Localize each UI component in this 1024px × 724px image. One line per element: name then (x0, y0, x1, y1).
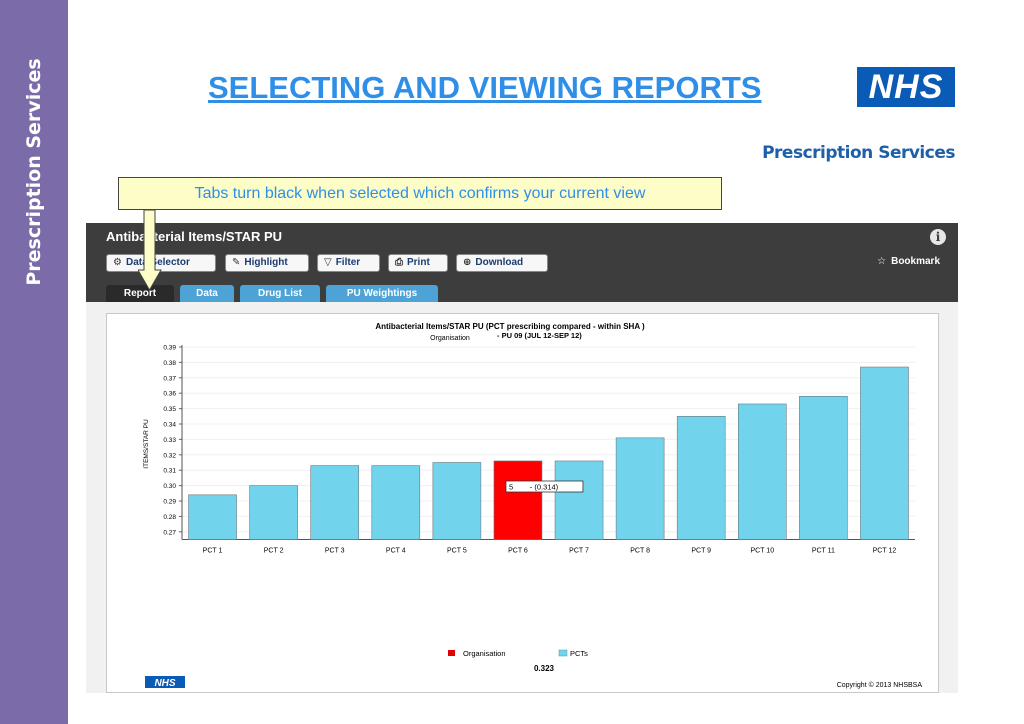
print-label: Print (407, 257, 430, 268)
legend-swatch-pcts (558, 649, 568, 657)
download-label: Download (475, 257, 524, 268)
y-tick-label: 0.30 (163, 483, 176, 490)
chart-subtitle-right: - PU 09 (JUL 12-SEP 12) (497, 331, 582, 340)
gear-icon: ⚙ (113, 257, 122, 268)
x-tick-label: PCT 11 (812, 548, 835, 555)
print-button[interactable]: ⎙ Print (388, 254, 448, 272)
report-title: Antibacterial Items/STAR PU (106, 229, 283, 244)
y-tick-label: 0.35 (163, 406, 176, 413)
tab-pu-weightings[interactable]: PU Weightings (326, 285, 438, 302)
star-icon: ☆ (877, 256, 887, 267)
y-tick-label: 0.27 (163, 529, 176, 536)
page-title: SELECTING AND VIEWING REPORTS (208, 70, 762, 105)
footer-nhs-logo: NHS (154, 678, 175, 689)
report-header: Antibacterial Items/STAR PU i ⚙ Data Sele… (86, 223, 958, 302)
bar-pct-5 (432, 462, 482, 540)
y-axis-label: ITEMS/STAR PU (143, 419, 150, 469)
info-icon[interactable]: i (930, 229, 946, 245)
bar-chart: Antibacterial Items/STAR PU (PCT prescri… (143, 322, 923, 689)
footer-nhs-logo-box (145, 676, 185, 688)
y-tick-label: 0.32 (163, 452, 176, 459)
legend-label-organisation: Organisation (463, 649, 506, 658)
x-tick-label: PCT 3 (325, 548, 345, 555)
y-tick-label: 0.36 (163, 391, 176, 398)
x-tick-label: PCT 9 (691, 548, 711, 555)
chart-title: Antibacterial Items/STAR PU (PCT prescri… (375, 322, 645, 331)
chart-subtitle-left: Organisation (430, 335, 470, 342)
bar-pct-1 (188, 494, 237, 540)
download-icon: ⊕ (463, 257, 472, 268)
filter-button[interactable]: ▽ Filter (317, 254, 380, 272)
bar-pct-6 (493, 460, 543, 540)
legend-label-pcts: PCTs (570, 649, 588, 658)
x-tick-label: PCT 6 (508, 548, 528, 555)
data-selector-label: Data Selector (125, 257, 190, 268)
x-tick-label: PCT 12 (873, 548, 897, 555)
y-tick-label: 0.39 (163, 345, 176, 352)
x-tick-label: PCT 7 (569, 548, 589, 555)
bar-pct-10 (737, 403, 787, 540)
x-tick-label: PCT 10 (750, 548, 774, 555)
data-selector-button[interactable]: ⚙ Data Selector (106, 254, 216, 272)
value-tooltip: 5 - (0.314) (509, 483, 559, 492)
sidebar-label: Prescription Services (23, 58, 45, 286)
download-button[interactable]: ⊕ Download (456, 254, 548, 272)
legend-swatch-organisation (448, 650, 455, 656)
y-tick-label: 0.38 (163, 360, 176, 367)
copyright-text: Copyright © 2013 NHSBSA (837, 681, 923, 689)
y-tick-label: 0.34 (163, 422, 176, 429)
y-tick-label: 0.31 (163, 468, 176, 475)
callout-box: Tabs turn black when selected which conf… (118, 177, 722, 210)
tab-data[interactable]: Data (180, 285, 234, 302)
nhs-logo: NHS (857, 67, 955, 107)
bar-pct-2 (249, 485, 298, 540)
footer-value: 0.323 (534, 664, 555, 673)
y-tick-label: 0.37 (163, 375, 176, 382)
report-window: Antibacterial Items/STAR PU i ⚙ Data Sele… (86, 223, 958, 693)
x-tick-label: PCT 4 (386, 548, 406, 555)
bar-pct-4 (371, 465, 421, 540)
chart-panel: Antibacterial Items/STAR PU (PCT prescri… (106, 313, 939, 693)
highlight-button[interactable]: ✎ Highlight (225, 254, 309, 272)
bar-pct-8 (615, 437, 665, 540)
tab-drug-list[interactable]: Drug List (240, 285, 320, 302)
tab-report[interactable]: Report (106, 285, 174, 302)
highlight-label: Highlight (244, 257, 288, 268)
bar-pct-11 (799, 395, 848, 540)
bar-pct-7 (554, 460, 604, 540)
x-tick-label: PCT 5 (447, 548, 467, 555)
callout-text: Tabs turn black when selected which conf… (194, 185, 646, 202)
y-tick-label: 0.33 (163, 437, 176, 444)
filter-label: Filter (335, 257, 361, 268)
bookmark-button[interactable]: ☆ Bookmark (877, 256, 940, 267)
y-tick-label: 0.29 (163, 499, 176, 506)
side-bar: Prescription Services (0, 0, 68, 724)
service-label: Prescription Services (762, 143, 955, 163)
x-tick-label: PCT 8 (630, 548, 650, 555)
pencil-icon: ✎ (232, 257, 241, 268)
value-tooltip-box (505, 480, 584, 493)
bar-pct-9 (676, 416, 726, 540)
filter-icon: ▽ (324, 257, 332, 268)
bar-pct-3 (310, 465, 360, 540)
bookmark-label: Bookmark (891, 256, 940, 267)
y-tick-label: 0.28 (163, 514, 176, 521)
x-tick-label: PCT 2 (264, 548, 284, 555)
x-tick-label: PCT 1 (203, 548, 223, 555)
printer-icon: ⎙ (395, 257, 403, 268)
bar-pct-12 (860, 366, 909, 540)
